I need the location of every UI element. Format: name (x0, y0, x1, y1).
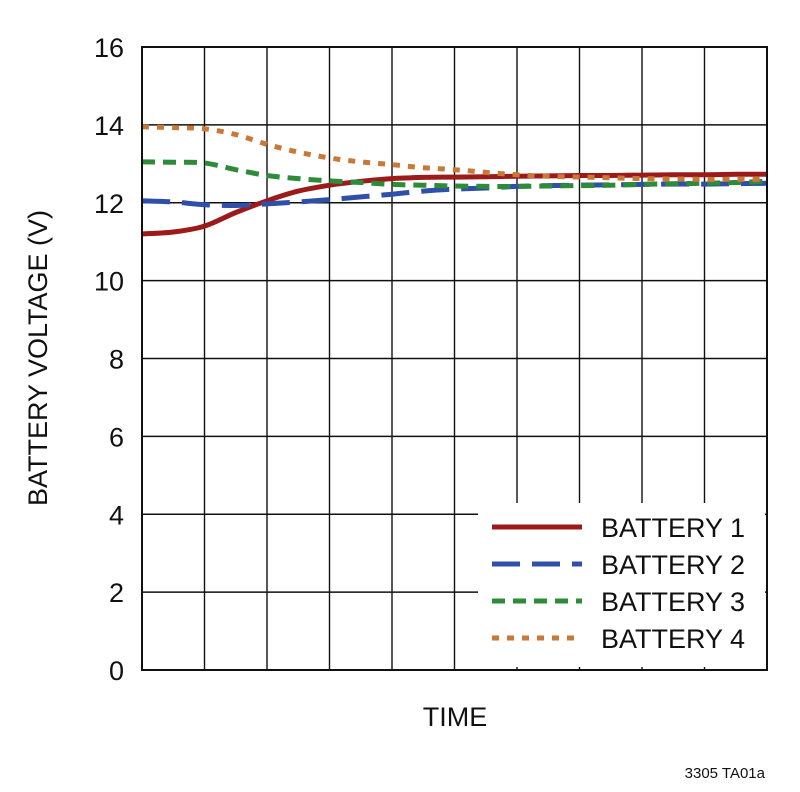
y-tick-label: 0 (109, 656, 124, 686)
y-tick-labels: 0 2 4 6 8 10 12 14 16 (94, 33, 124, 686)
y-tick-label: 10 (94, 267, 124, 297)
legend: BATTERY 1 BATTERY 2 BATTERY 3 BATTERY 4 (492, 513, 745, 654)
series-line-battery-4 (141, 124, 767, 182)
legend-label-battery-2: BATTERY 2 (601, 550, 745, 580)
y-tick-label: 4 (109, 500, 124, 530)
y-tick-label: 8 (109, 345, 124, 375)
y-tick-label: 16 (94, 33, 124, 63)
legend-label-battery-4: BATTERY 4 (601, 624, 745, 654)
legend-label-battery-1: BATTERY 1 (601, 513, 745, 543)
series-lines (141, 124, 768, 237)
x-axis-label: TIME (423, 702, 488, 732)
y-tick-label: 14 (94, 111, 124, 141)
series-line-battery-2 (141, 180, 768, 209)
figure-reference: 3305 TA01a (685, 765, 766, 782)
plot-frame (141, 46, 768, 671)
legend-label-battery-3: BATTERY 3 (601, 587, 745, 617)
series-line-battery-1 (141, 171, 767, 237)
y-tick-label: 12 (94, 189, 124, 219)
y-tick-label: 6 (109, 422, 124, 452)
grid (142, 47, 767, 670)
y-tick-label: 2 (109, 578, 124, 608)
y-axis-label: BATTERY VOLTAGE (V) (23, 210, 53, 506)
